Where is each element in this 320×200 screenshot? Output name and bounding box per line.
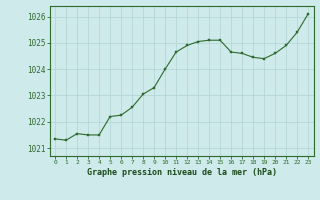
X-axis label: Graphe pression niveau de la mer (hPa): Graphe pression niveau de la mer (hPa) [87, 168, 276, 177]
